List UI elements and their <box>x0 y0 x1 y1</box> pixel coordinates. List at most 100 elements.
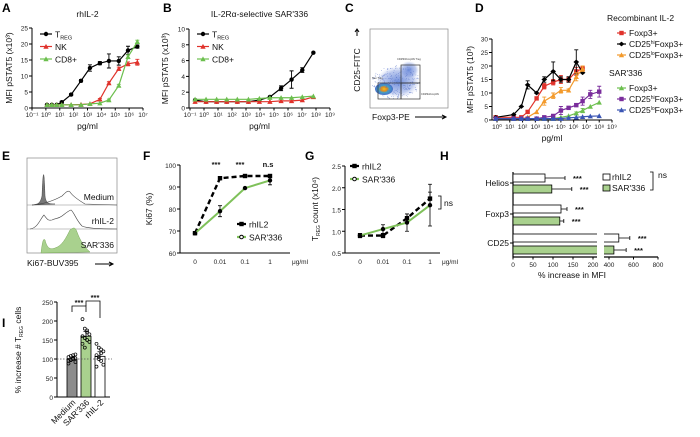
event-dot <box>383 95 385 97</box>
data-point <box>533 90 540 96</box>
event-dot <box>395 93 396 95</box>
event-dot <box>404 87 406 88</box>
y-axis-label-tail: cells <box>13 307 23 326</box>
x-tick-label: 10⁴ <box>96 112 106 119</box>
y-tick-label: 80 <box>169 207 177 214</box>
data-point <box>97 100 103 106</box>
event-dot <box>390 68 391 69</box>
event-dot <box>389 84 390 86</box>
legend-item: CD25loFoxp3+ <box>617 105 683 115</box>
significance-bracket <box>85 300 101 318</box>
data-point <box>116 58 121 64</box>
y-tick-label: 1.5 <box>332 208 341 215</box>
data-point <box>192 231 198 236</box>
data-point <box>99 359 103 363</box>
data-point <box>565 87 572 93</box>
event-dot <box>403 87 404 89</box>
event-dot <box>395 65 396 67</box>
series-cd25hifoxp3 <box>492 49 586 120</box>
y-tick-label: 25 <box>21 26 29 33</box>
data-point <box>85 330 89 335</box>
legend-item-rhil2 <box>237 221 246 227</box>
y-axis-label-subscript: REG <box>316 225 322 236</box>
panel-E-histograms <box>26 157 118 267</box>
event-dot <box>378 92 380 94</box>
event-dot <box>372 85 374 87</box>
series-line <box>195 96 314 103</box>
event-dot <box>406 75 408 76</box>
legend-item-sar336 <box>237 234 246 240</box>
legend-item: Foxp3+ <box>617 83 658 93</box>
event-dot <box>406 78 407 79</box>
data-point <box>101 349 106 354</box>
x-tick-label: 1 <box>268 259 272 266</box>
x-axis-label: pg/ml <box>249 121 270 131</box>
legend-label-main: CD8+ <box>212 55 234 65</box>
series-cd8 <box>192 93 317 102</box>
significance-label: *** <box>575 205 584 214</box>
data-point <box>80 334 85 339</box>
x-tick-label: 10⁵ <box>110 112 120 119</box>
event-dot <box>410 68 412 70</box>
event-dot <box>412 81 414 83</box>
event-dot <box>374 85 375 87</box>
event-dot <box>380 77 381 78</box>
x-tick-label: 800 <box>653 262 664 269</box>
event-dot <box>415 74 417 76</box>
event-dot <box>391 96 392 98</box>
data-point <box>493 116 499 121</box>
event-dot <box>381 70 382 71</box>
data-point <box>85 338 89 342</box>
panel-D-chart <box>489 38 613 123</box>
y-axis-label: CD25-FITC <box>352 48 362 91</box>
gate-label: CD25loFoxp3hi <box>421 92 439 96</box>
event-dot <box>381 85 383 87</box>
y-tick-label: 10 <box>21 74 29 81</box>
y-axis-label-main: count (x10⁴) <box>310 177 320 223</box>
y-tick-label: 4 <box>181 74 185 81</box>
event-dot <box>403 94 405 95</box>
x-tick-label: 10⁻¹ <box>184 112 198 119</box>
legend-marker <box>618 52 625 58</box>
histogram-medium-filled <box>31 174 56 206</box>
data-point <box>565 77 572 82</box>
x-tick-label: 0 <box>358 259 362 266</box>
event-dot <box>412 78 413 80</box>
x-axis-label: pg/ml <box>542 133 563 143</box>
event-dot <box>382 75 384 77</box>
legend-label: TREG <box>212 30 229 42</box>
legend-label-main: NK <box>55 42 67 52</box>
event-dot <box>378 84 380 86</box>
legend-label-subscript: REG <box>60 36 72 42</box>
x-tick-label: 10⁸ <box>594 124 604 131</box>
legend-marker <box>239 221 244 227</box>
event-dot <box>385 73 387 75</box>
event-dot <box>410 92 412 94</box>
x-tick-label: 10⁷ <box>297 112 307 119</box>
y-tick-label: 100 <box>42 357 53 364</box>
legend-label-main: CD25 <box>629 50 651 60</box>
error-bar <box>561 207 568 211</box>
legend-marker <box>618 107 625 113</box>
legend-marker <box>200 43 206 49</box>
x-tick-label: 10⁹ <box>325 112 335 119</box>
event-dot <box>408 78 410 80</box>
y-axis-label-main: % increase # T <box>13 337 23 394</box>
x-tick-label: 10¹ <box>505 124 515 131</box>
event-dot <box>395 75 396 77</box>
data-point <box>289 77 294 82</box>
series-line <box>194 179 271 234</box>
event-dot <box>380 79 382 81</box>
data-point <box>558 108 564 113</box>
y-axis-label: MFI pSTAT5 (x10³) <box>4 32 14 104</box>
legend-marker <box>239 234 244 240</box>
event-dot <box>389 83 390 85</box>
event-dot <box>378 81 379 83</box>
event-dot <box>413 78 415 80</box>
x-tick-label: 10⁶ <box>569 124 579 131</box>
row-label-sar336: SAR'336 <box>81 240 115 250</box>
series-rhil2 <box>357 191 433 239</box>
legend-marker <box>619 30 624 36</box>
legend-label: CD8+ <box>212 55 234 65</box>
series-sar336 <box>357 183 433 239</box>
